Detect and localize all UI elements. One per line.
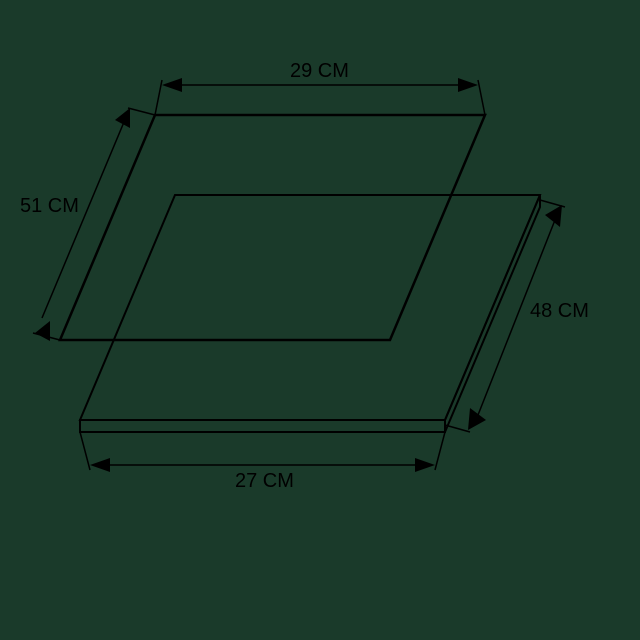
dim-label-bottom: 27 CM (235, 470, 294, 493)
dim-label-left: 51 CM (20, 195, 79, 218)
arrow-head (415, 458, 435, 472)
ext-line (128, 108, 155, 115)
bottom-plate-side (445, 195, 540, 432)
arrow-head (162, 78, 182, 92)
ext-line (445, 425, 470, 432)
dim-label-right: 48 CM (530, 300, 589, 323)
arrow-head (468, 408, 486, 430)
ext-line (478, 80, 485, 115)
diagram-container: 29 CM 51 CM 27 CM 48 CM (0, 0, 640, 640)
arrow-head (458, 78, 478, 92)
ext-line (435, 432, 445, 470)
arrow-head (35, 321, 50, 341)
bottom-plate-front (80, 420, 445, 432)
dim-label-top: 29 CM (290, 60, 349, 83)
arrow-head (90, 458, 110, 472)
ext-line (155, 80, 162, 115)
bottom-plate-top (80, 195, 540, 420)
ext-line (80, 432, 90, 470)
top-plate (60, 115, 485, 340)
